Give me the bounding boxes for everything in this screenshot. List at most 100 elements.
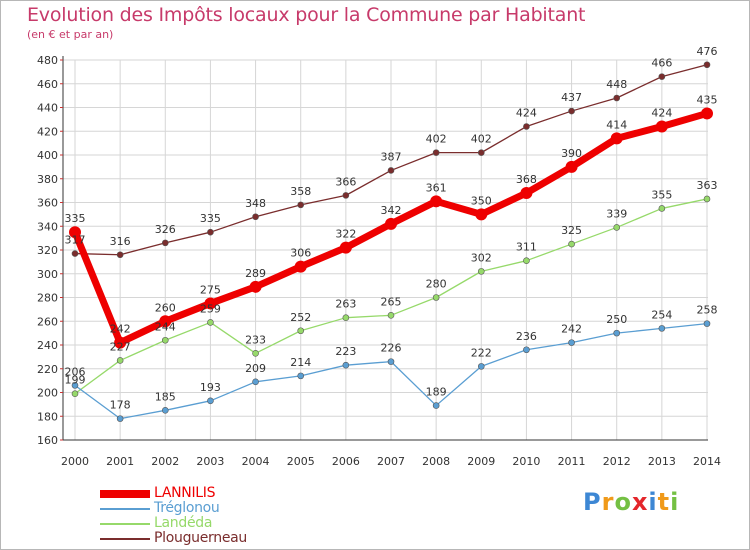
data-point	[613, 94, 621, 102]
data-label: 289	[245, 267, 266, 280]
x-tick-label: 2004	[242, 455, 270, 468]
legend-label: Tréglonou	[154, 500, 220, 516]
data-label: 368	[516, 173, 537, 186]
data-label: 466	[651, 57, 672, 70]
y-tick-label: 280	[37, 292, 58, 305]
data-label: 366	[335, 175, 356, 188]
y-tick-label: 360	[37, 197, 58, 210]
data-point	[658, 325, 666, 332]
data-label: 242	[110, 323, 131, 336]
y-tick-label: 180	[37, 410, 58, 423]
data-label: 335	[200, 212, 221, 225]
data-label: 326	[155, 223, 176, 236]
y-tick-label: 340	[37, 220, 58, 233]
data-label: 265	[381, 295, 402, 308]
data-label: 275	[200, 283, 221, 296]
legend-swatch	[100, 508, 150, 510]
data-label: 263	[335, 298, 356, 311]
y-tick-label: 400	[37, 149, 58, 162]
data-point	[252, 213, 259, 221]
grid	[63, 59, 708, 441]
data-point	[385, 217, 397, 230]
data-labels: 317 316 326 335 348 358 366 387 402 402 424 437 448 4…	[65, 45, 718, 412]
x-tick-label: 2005	[287, 455, 315, 468]
proxiti-logo: Proxiti	[583, 488, 680, 516]
data-point	[658, 205, 666, 212]
data-label: 435	[697, 93, 718, 106]
series	[69, 61, 713, 422]
data-label: 280	[426, 278, 447, 291]
data-point	[610, 132, 623, 145]
y-tick-label: 160	[37, 434, 58, 447]
data-label: 236	[516, 330, 537, 343]
data-label: 476	[697, 45, 718, 58]
data-point	[387, 167, 395, 174]
data-point	[294, 260, 307, 273]
data-label: 206	[65, 365, 86, 378]
data-label: 424	[516, 107, 537, 120]
data-label: 227	[110, 340, 131, 353]
y-tick-label: 480	[37, 54, 58, 67]
x-tick-label: 2014	[693, 455, 721, 468]
data-point	[701, 107, 713, 120]
data-point	[207, 397, 214, 405]
data-point	[342, 192, 350, 199]
y-tick-label: 420	[37, 125, 58, 138]
y-tick-label: 300	[37, 268, 58, 281]
data-label: 339	[606, 207, 627, 220]
x-tick-label: 2013	[648, 455, 676, 468]
data-point	[477, 363, 485, 370]
data-label: 325	[561, 224, 582, 237]
data-point	[703, 195, 711, 203]
data-label: 342	[381, 204, 402, 217]
data-point	[252, 350, 259, 357]
x-tick-label: 2007	[377, 455, 405, 468]
x-tick-label: 2012	[603, 455, 631, 468]
y-tick-label: 240	[37, 339, 58, 352]
data-label: 223	[335, 345, 356, 358]
data-label: 302	[471, 251, 492, 264]
data-point	[207, 319, 214, 326]
data-label: 350	[471, 194, 492, 207]
data-point	[475, 208, 488, 221]
data-label: 402	[426, 133, 447, 146]
data-point	[477, 268, 485, 275]
data-label: 252	[290, 311, 311, 324]
data-label: 358	[290, 185, 311, 198]
data-point	[249, 280, 262, 293]
data-point	[69, 226, 81, 239]
legend: LANNILIS Tréglonou Landéda Plouguerneau	[100, 485, 300, 546]
data-label: 193	[200, 381, 221, 394]
x-tick-label: 2008	[422, 455, 450, 468]
data-point	[71, 382, 79, 389]
legend-label: Landéda	[154, 515, 213, 531]
data-label: 209	[245, 362, 266, 375]
x-tick-label: 2002	[151, 455, 179, 468]
data-point	[568, 339, 575, 346]
x-tick-label: 2011	[558, 455, 586, 468]
data-point	[252, 378, 259, 386]
data-point	[159, 315, 172, 328]
data-label: 387	[381, 150, 402, 163]
axes: 160 180 200 220 240 260 280 300 320 340 360 380 400 4…	[37, 54, 721, 468]
data-point	[432, 402, 440, 409]
data-point	[565, 160, 578, 173]
data-label: 311	[516, 241, 537, 254]
data-label: 348	[245, 197, 266, 210]
data-label: 316	[110, 235, 131, 248]
data-label: 402	[471, 133, 492, 146]
data-label: 317	[65, 234, 86, 247]
legend-item: Landéda	[100, 515, 300, 531]
y-tick-label: 220	[37, 363, 58, 376]
data-point	[387, 358, 395, 365]
data-point	[658, 73, 666, 80]
data-label: 185	[155, 390, 176, 403]
data-label: 244	[155, 320, 176, 333]
data-point	[297, 372, 305, 380]
data-point	[703, 320, 711, 327]
data-point	[477, 149, 485, 156]
x-tick-label: 2000	[61, 455, 89, 468]
data-point	[432, 294, 440, 301]
data-point	[523, 346, 530, 354]
